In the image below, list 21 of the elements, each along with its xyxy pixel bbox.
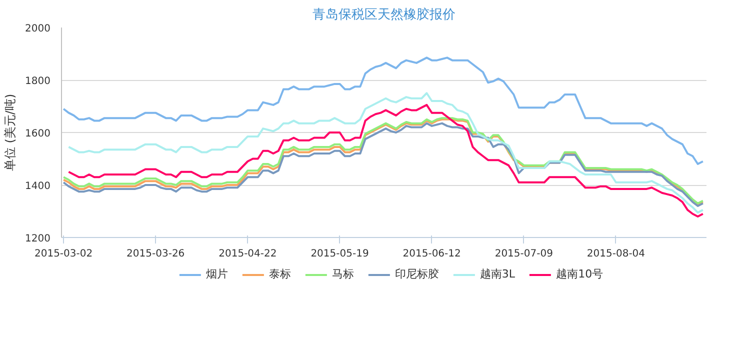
x-tick-label: 2015-08-04: [586, 248, 646, 260]
x-tick-label: 2015-03-02: [34, 248, 93, 260]
y-tick-label: 1200: [25, 234, 51, 244]
x-tick-label: 2015-04-22: [218, 248, 277, 260]
legend-label: 马标: [332, 266, 354, 282]
line-series: [62, 56, 704, 165]
y-axis-title: 单位 (美元/吨): [3, 94, 18, 172]
y-tick-label: 1800: [25, 76, 51, 87]
x-tick-label: 2015-03-26: [126, 248, 185, 260]
y-tick-label: 1600: [25, 128, 51, 140]
legend-label: 越南3L: [480, 266, 516, 282]
legend-label: 泰标: [268, 266, 291, 282]
x-tick-label: 2015-05-19: [310, 248, 369, 260]
legend-label: 印尼标胶: [394, 266, 439, 282]
legend-label: 越南10号: [556, 266, 604, 282]
x-tick-label: 2015-06-12: [402, 248, 461, 260]
y-tick-label: 1400: [25, 181, 51, 192]
y-tick-label: 2000: [25, 24, 51, 34]
legend-label: 烟片: [206, 266, 228, 282]
x-tick-label: 2015-07-09: [494, 248, 553, 260]
chart-title: 青岛保税区天然橡胶报价: [312, 8, 456, 22]
